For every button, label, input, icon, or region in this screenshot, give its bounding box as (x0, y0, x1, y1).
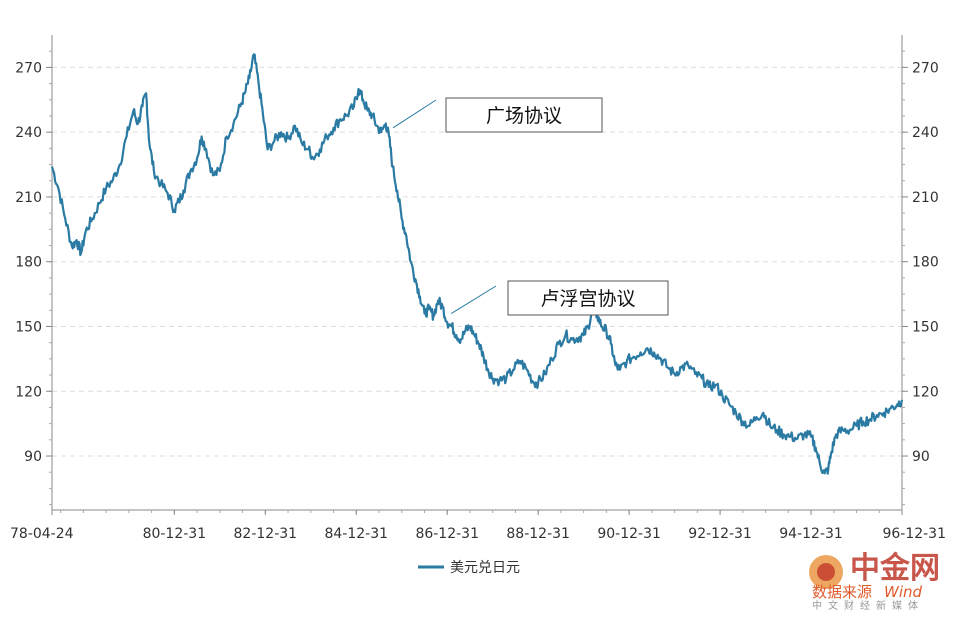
y-tick-label-left: 270 (15, 60, 42, 76)
y-tick-label-right: 90 (912, 449, 930, 465)
watermark-logo: 中金网 数据来源 Wind 中文财经新媒体 (809, 551, 940, 612)
y-tick-label-right: 210 (912, 190, 939, 206)
x-tick-label: 84-12-31 (324, 526, 388, 542)
annotation-leader-line (450, 285, 497, 314)
watermark-source-name: Wind (884, 583, 923, 601)
watermark-subtitle: 中文财经新媒体 (812, 599, 924, 612)
x-tick-label: 96-12-31 (882, 526, 946, 542)
y-tick-label-left: 150 (15, 319, 42, 335)
logo-emblem-inner-icon (817, 563, 835, 581)
annotation-label: 卢浮宫协议 (540, 288, 635, 310)
x-tick-label: 92-12-31 (688, 526, 752, 542)
y-tick-label-right: 180 (912, 255, 939, 271)
annotation-box (507, 280, 669, 316)
y-axis-right-ticks: 90 120 150 180 210 240 270 (902, 60, 939, 465)
series-line (50, 53, 904, 475)
x-tick-label: 80-12-31 (143, 526, 207, 542)
legend: 美元兑日元 (418, 560, 520, 576)
legend-label: 美元兑日元 (450, 560, 520, 576)
annotation-leader-line (392, 99, 437, 129)
x-tick-label: 78-04-24 (10, 526, 74, 542)
y-tick-label-left: 210 (15, 190, 42, 206)
y-tick-label-right: 240 (912, 125, 939, 141)
y-tick-label-left: 240 (15, 125, 42, 141)
annotation-louvre-accord: 卢浮宫协议 (450, 280, 669, 316)
y-tick-label-right: 150 (912, 319, 939, 335)
watermark-brand: 中金网 (850, 551, 940, 586)
y-tick-label-right: 120 (912, 384, 939, 400)
annotation-box (445, 97, 603, 133)
y-tick-label-left: 180 (15, 255, 42, 271)
watermark-source-label: 数据来源 (812, 583, 872, 601)
y-tick-label-right: 270 (912, 60, 939, 76)
x-tick-label: 82-12-31 (234, 526, 298, 542)
x-tick-label: 94-12-31 (779, 526, 843, 542)
y-tick-label-left: 120 (15, 384, 42, 400)
axes (51, 35, 903, 511)
annotation-label: 广场协议 (486, 105, 562, 127)
series-layer (50, 53, 904, 475)
x-tick-label: 90-12-31 (597, 526, 661, 542)
x-tick-label: 88-12-31 (506, 526, 570, 542)
annotation-plaza-accord: 广场协议 (392, 97, 603, 133)
y-axis-left-ticks: 90 120 150 180 210 240 270 (15, 60, 52, 465)
x-tick-label: 86-12-31 (415, 526, 479, 542)
y-tick-label-left: 90 (24, 449, 42, 465)
x-axis-ticks: 78-04-24 80-12-31 82-12-31 84-12-31 86-12-31… (10, 510, 946, 542)
